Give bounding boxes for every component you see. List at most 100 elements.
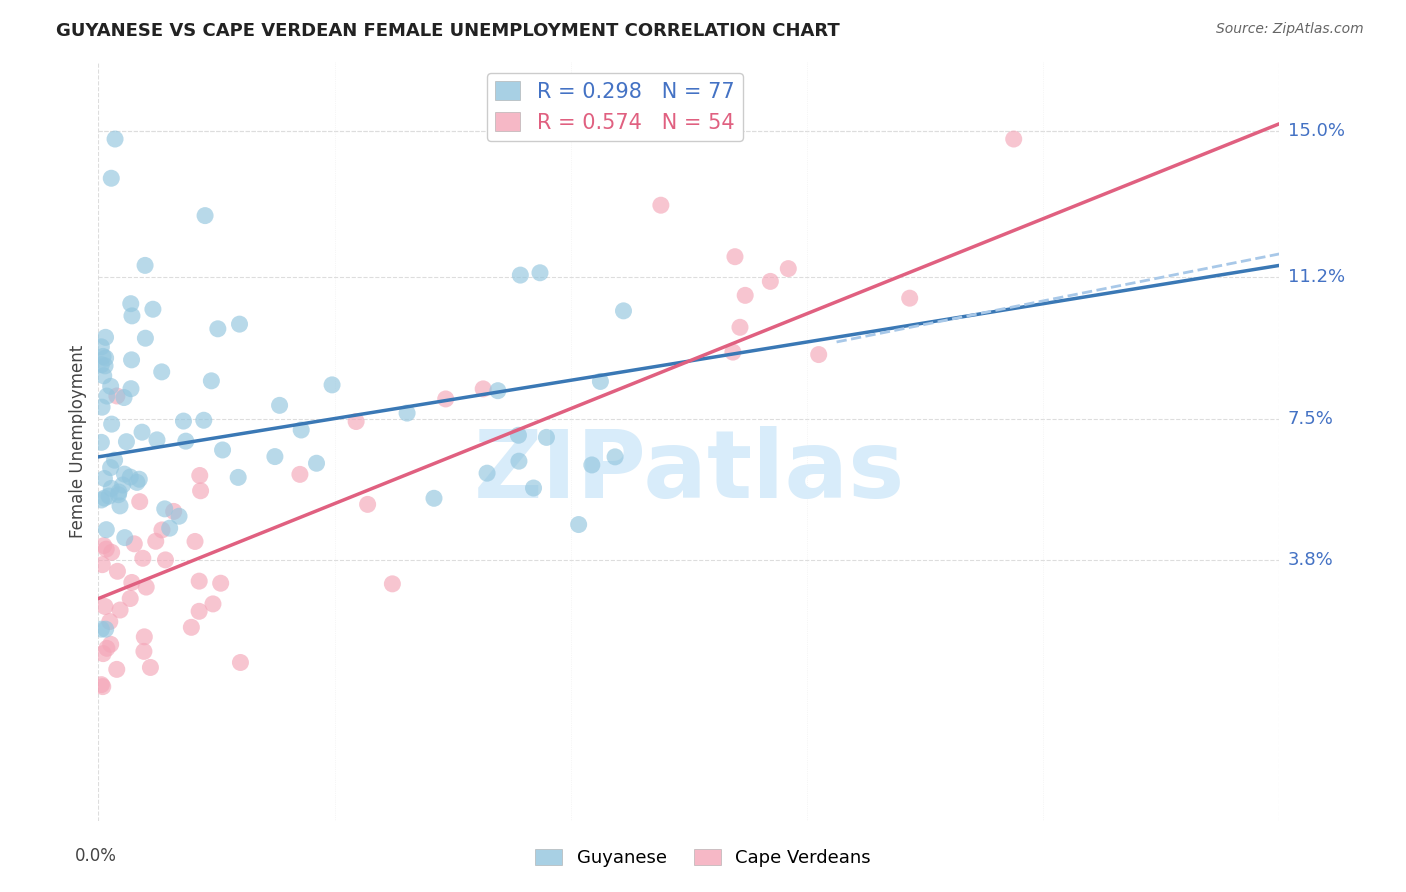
Point [155,553,177,567]
Point [522,481,544,495]
Point [486,384,509,398]
Point [508,454,530,468]
Point [728,320,751,334]
Text: GUYANESE VS CAPE VERDEAN FEMALE UNEMPLOYMENT CORRELATION CHART: GUYANESE VS CAPE VERDEAN FEMALE UNEMPLOY… [56,22,839,40]
Point [131,425,153,440]
Point [734,288,756,302]
Point [188,468,211,483]
Point [201,597,224,611]
Point [724,250,747,264]
Y-axis label: Female Unemployment: Female Unemployment [69,345,87,538]
Point [153,501,176,516]
Legend: Guyanese, Cape Verdeans: Guyanese, Cape Verdeans [527,841,879,874]
Point [581,458,603,472]
Point [93,539,115,553]
Point [356,497,378,511]
Point [1002,132,1025,146]
Point [211,442,233,457]
Point [167,509,190,524]
Point [568,517,591,532]
Point [188,604,211,618]
Point [124,537,146,551]
Point [134,331,156,345]
Point [396,406,419,420]
Text: 11.2%: 11.2% [1288,268,1346,285]
Point [229,656,252,670]
Point [108,603,131,617]
Point [104,132,127,146]
Point [114,531,136,545]
Point [132,644,155,658]
Point [96,641,118,656]
Point [121,352,143,367]
Point [135,580,157,594]
Point [90,435,112,450]
Point [344,415,367,429]
Point [94,351,117,365]
Point [423,491,446,506]
Point [145,534,167,549]
Point [509,268,531,282]
Point [90,493,112,508]
Point [103,453,125,467]
Legend: R = 0.298   N = 77, R = 0.574   N = 54: R = 0.298 N = 77, R = 0.574 N = 54 [486,73,742,141]
Point [91,647,114,661]
Point [898,291,921,305]
Point [120,382,142,396]
Point [134,630,156,644]
Point [90,358,112,372]
Point [100,637,122,651]
Point [100,417,122,431]
Point [94,330,117,344]
Point [121,575,143,590]
Text: ZIPatlas: ZIPatlas [474,425,904,518]
Point [100,482,122,496]
Point [90,340,112,354]
Point [112,391,135,405]
Point [264,450,287,464]
Point [90,678,112,692]
Point [96,523,118,537]
Point [100,545,122,559]
Point [94,359,117,373]
Point [472,382,495,396]
Text: 7.5%: 7.5% [1288,409,1334,427]
Point [146,433,169,447]
Point [96,389,118,403]
Point [778,261,800,276]
Text: 15.0%: 15.0% [1288,122,1344,140]
Point [434,392,457,406]
Point [290,423,312,437]
Point [107,488,129,502]
Point [100,379,122,393]
Point [120,470,142,484]
Point [207,322,229,336]
Point [115,434,138,449]
Point [288,467,311,482]
Point [93,471,115,485]
Point [172,414,194,428]
Point [96,542,118,557]
Point [111,478,134,492]
Point [93,368,115,383]
Point [508,428,530,442]
Point [321,377,343,392]
Point [188,574,211,589]
Point [128,472,150,486]
Point [589,375,612,389]
Point [125,475,148,490]
Point [93,491,115,505]
Point [128,494,150,508]
Text: 0.0%: 0.0% [75,847,117,865]
Point [132,551,155,566]
Point [163,504,186,518]
Point [193,413,215,427]
Point [190,483,212,498]
Point [305,456,328,470]
Point [91,350,114,364]
Point [112,467,135,482]
Point [105,662,128,676]
Point [200,374,222,388]
Point [228,317,250,331]
Point [475,466,498,480]
